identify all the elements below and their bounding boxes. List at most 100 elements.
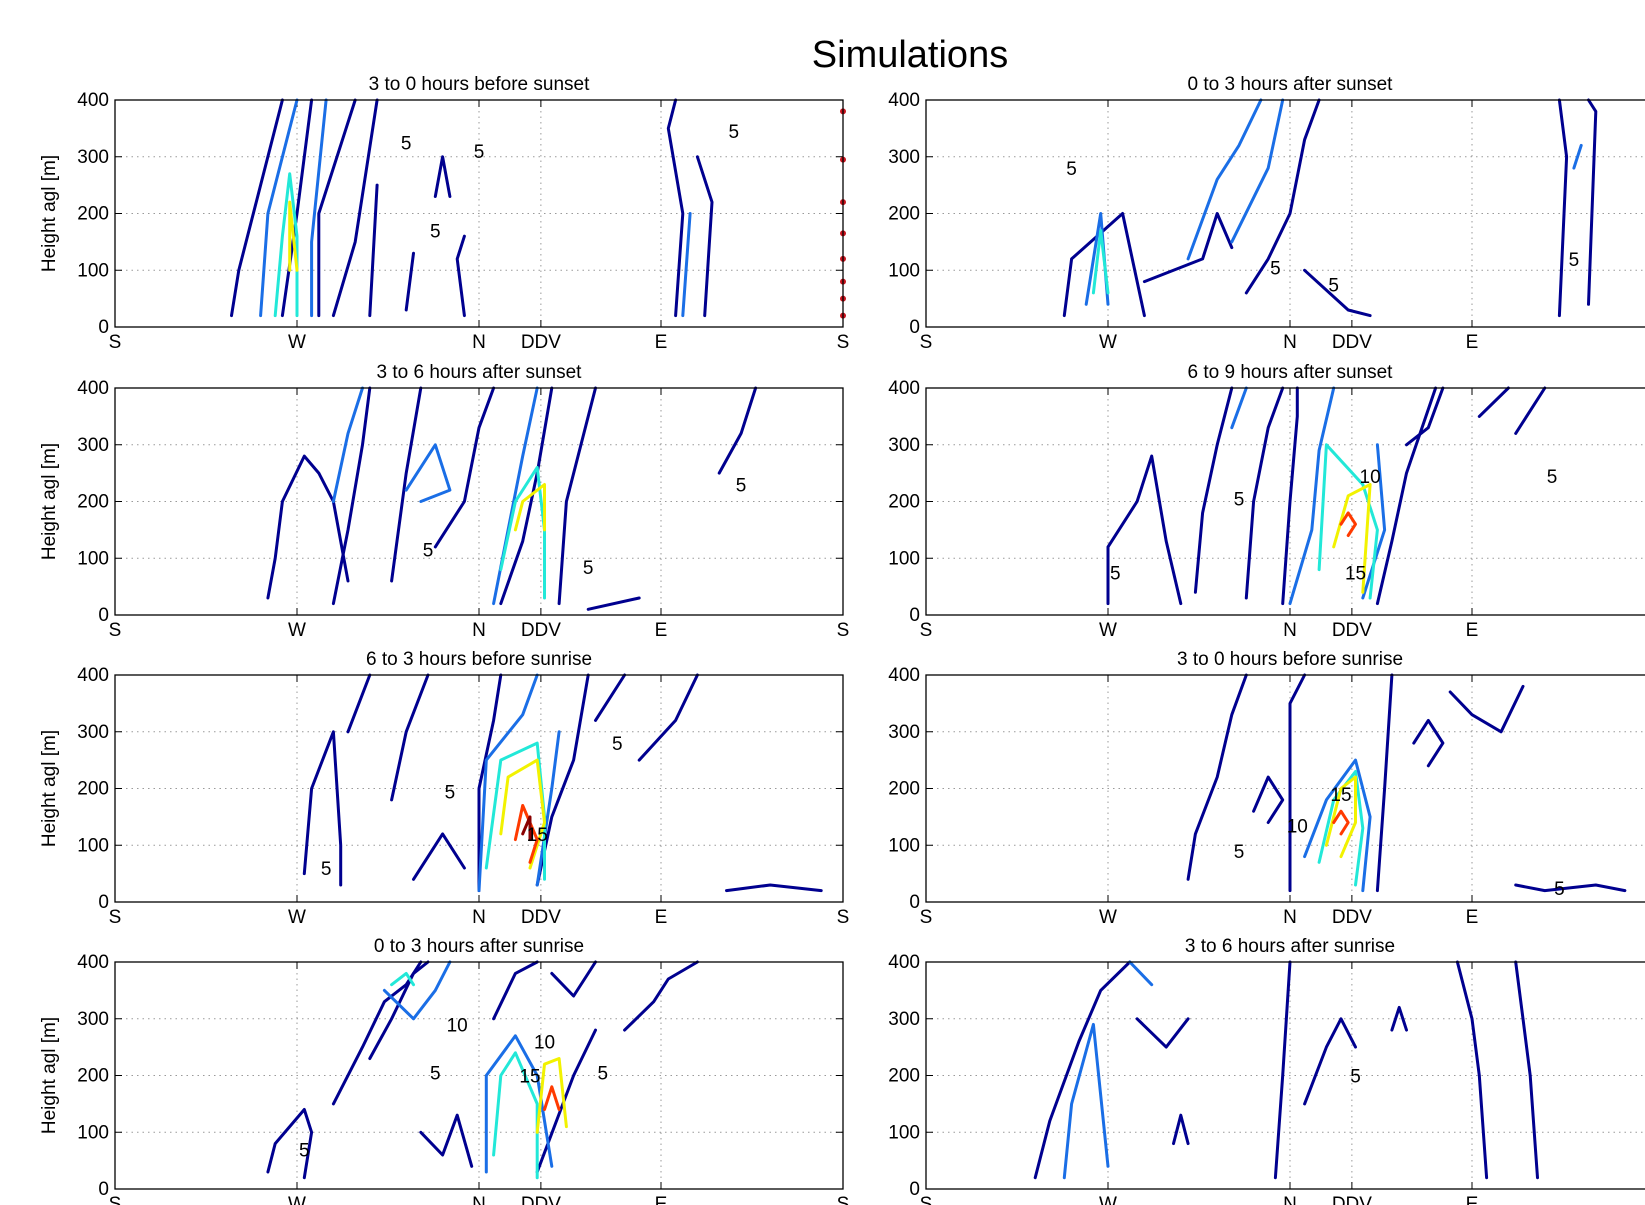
y-tick-label: 0	[98, 892, 109, 913]
contour-line	[725, 883, 823, 893]
plot-frame	[114, 99, 844, 328]
contour-line	[412, 832, 466, 881]
contour-line	[484, 1034, 554, 1174]
contour-line	[521, 815, 532, 842]
contour-line	[390, 673, 430, 802]
contour-label: 15	[1330, 785, 1351, 806]
contour-line	[492, 960, 539, 1021]
contour-line	[1324, 775, 1357, 859]
contour-label: 10	[1287, 816, 1308, 837]
contour-line	[477, 673, 503, 893]
contour-line	[230, 98, 284, 318]
x-tick-label: E	[1466, 620, 1479, 641]
y-tick-label: 100	[888, 1122, 920, 1143]
contour-line	[1587, 98, 1598, 306]
y-tick-label: 100	[888, 260, 920, 281]
subplot-1: 3 to 0 hours before sunset 0 100 200 300 400 S…	[39, 74, 849, 353]
contour-line	[1477, 386, 1510, 418]
y-tick-label: 0	[98, 317, 109, 338]
contour-line	[1303, 758, 1372, 893]
x-tick-label: S	[109, 1194, 122, 1205]
contour-line	[1514, 386, 1547, 435]
y-axis-label: Height agl [m]	[39, 155, 60, 272]
contour-line	[535, 730, 561, 887]
y-tick-label: 300	[888, 722, 920, 743]
contour-line	[1230, 98, 1285, 244]
contour-line	[623, 960, 699, 1032]
contour-line	[1375, 673, 1394, 893]
contour-line	[1062, 1022, 1110, 1180]
contour-line	[331, 386, 372, 606]
y-tick-label: 300	[77, 435, 109, 456]
contour-line	[1514, 960, 1539, 1180]
contour-line	[404, 251, 415, 312]
x-tick-label: W	[1099, 907, 1117, 928]
contour-line	[535, 1057, 568, 1134]
x-tick-label: S	[109, 620, 122, 641]
y-tick-label: 200	[77, 204, 109, 225]
y-tick-label: 100	[888, 835, 920, 856]
y-tick-label: 200	[888, 204, 920, 225]
contour-line	[419, 1113, 474, 1168]
contour-line	[1244, 386, 1285, 600]
x-tick-label: DDV	[521, 1194, 561, 1205]
contour-line	[513, 483, 546, 532]
y-tick-label: 400	[77, 665, 109, 686]
contour-line	[390, 971, 415, 987]
contour-line	[1390, 1005, 1408, 1032]
contour-line	[1142, 212, 1234, 284]
y-tick-label: 0	[909, 605, 920, 626]
contour-label: 5	[474, 142, 485, 163]
contour-line	[499, 758, 546, 870]
subplot-title: 3 to 6 hours after sunset	[377, 362, 583, 383]
contour-line	[1135, 1017, 1190, 1049]
x-tick-label: W	[288, 907, 306, 928]
contour-line	[331, 98, 379, 318]
contour-line	[499, 465, 546, 600]
plot-frame	[114, 961, 844, 1190]
plot-frame	[925, 961, 1645, 1190]
y-tick-label: 200	[888, 492, 920, 513]
contour-label: 5	[583, 558, 594, 579]
x-tick-label: DDV	[521, 620, 561, 641]
x-tick-label: E	[655, 907, 668, 928]
x-tick-label: N	[472, 907, 486, 928]
contour-line	[1339, 511, 1357, 537]
contour-line	[1186, 673, 1248, 881]
x-tick-label: S	[837, 907, 850, 928]
contour-line	[1332, 809, 1350, 836]
x-tick-label: E	[1466, 1194, 1479, 1205]
x-tick-label: S	[837, 332, 850, 353]
subplot-5: 6 to 3 hours before sunrise 0 100 200 300 400…	[39, 649, 849, 928]
x-tick-label: DDV	[521, 907, 561, 928]
subplot-title: 3 to 6 hours after sunrise	[1185, 936, 1395, 957]
contour-label: 10	[1360, 467, 1381, 488]
contour-line	[1317, 770, 1365, 887]
y-tick-label: 200	[77, 1066, 109, 1087]
contour-line	[1128, 960, 1154, 987]
contour-line	[1572, 143, 1583, 170]
y-axis-label: Height agl [m]	[39, 1017, 60, 1134]
contour-line	[477, 673, 539, 893]
y-axis-label: Height agl [m]	[39, 443, 60, 560]
x-tick-label: S	[837, 620, 850, 641]
y-tick-label: 200	[77, 779, 109, 800]
contour-line	[1303, 1017, 1357, 1106]
contour-line	[681, 212, 692, 318]
x-tick-label: E	[1466, 332, 1479, 353]
subplot-title: 0 to 3 hours after sunset	[1188, 74, 1394, 95]
x-tick-label: S	[920, 620, 933, 641]
subplot-4: 6 to 9 hours after sunset 0 100 200 300 400 S W…	[888, 362, 1645, 641]
x-tick-label: DDV	[1332, 907, 1372, 928]
contour-line	[288, 200, 299, 272]
contour-line	[695, 155, 714, 318]
contour-line	[666, 98, 685, 318]
contour-label: 5	[430, 1064, 441, 1085]
y-tick-label: 300	[77, 722, 109, 743]
contour-line	[1186, 98, 1263, 261]
contour-line	[368, 960, 430, 1060]
contour-label: 10	[534, 1032, 555, 1053]
y-tick-label: 400	[77, 378, 109, 399]
y-tick-label: 100	[77, 835, 109, 856]
